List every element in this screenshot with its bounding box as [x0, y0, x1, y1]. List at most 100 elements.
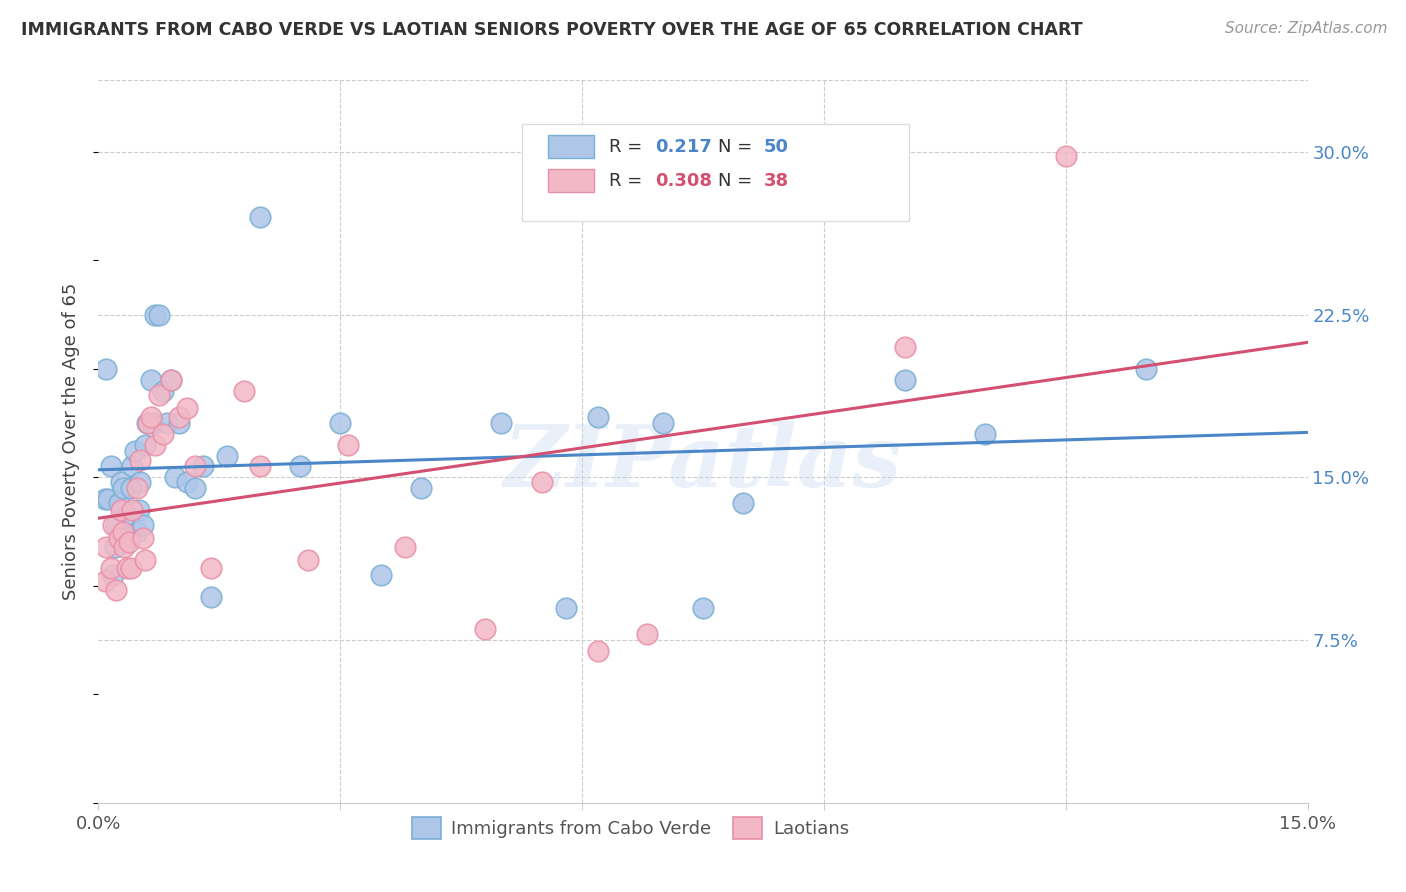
Point	[107, 496, 129, 510]
Point	[115, 561, 138, 575]
Point	[134, 438, 156, 452]
Point	[100, 459, 122, 474]
Point	[110, 475, 132, 489]
Text: 50: 50	[763, 137, 789, 156]
Point	[127, 524, 149, 539]
Point	[124, 444, 146, 458]
Point	[200, 590, 222, 604]
Point	[370, 568, 392, 582]
Point	[110, 503, 132, 517]
Text: 0.308: 0.308	[655, 172, 711, 190]
Y-axis label: Seniors Poverty Over the Age of 65: Seniors Poverty Over the Age of 65	[62, 283, 80, 600]
Legend: Immigrants from Cabo Verde, Laotians: Immigrants from Cabo Verde, Laotians	[402, 808, 858, 848]
Point	[249, 459, 271, 474]
Point	[138, 416, 160, 430]
Point	[176, 475, 198, 489]
Point	[329, 416, 352, 430]
Point	[101, 568, 124, 582]
Text: 38: 38	[763, 172, 789, 190]
Point	[249, 210, 271, 224]
Point	[143, 308, 166, 322]
Point	[217, 449, 239, 463]
Point	[337, 438, 360, 452]
Point	[120, 481, 142, 495]
Text: R =: R =	[609, 137, 648, 156]
Point	[120, 561, 142, 575]
Point	[128, 503, 150, 517]
Point	[143, 438, 166, 452]
Point	[297, 553, 319, 567]
Point	[586, 644, 609, 658]
Point	[97, 491, 120, 506]
Point	[121, 503, 143, 517]
Point	[121, 459, 143, 474]
Point	[135, 416, 157, 430]
Point	[103, 540, 125, 554]
Point	[232, 384, 254, 398]
Point	[160, 373, 183, 387]
Point	[152, 426, 174, 441]
Point	[127, 481, 149, 495]
Point	[142, 416, 165, 430]
Text: N =: N =	[717, 172, 758, 190]
Point	[409, 481, 432, 495]
FancyBboxPatch shape	[548, 169, 595, 193]
Point	[148, 388, 170, 402]
Point	[115, 509, 138, 524]
Point	[893, 340, 915, 354]
Point	[111, 524, 134, 539]
Point	[105, 583, 128, 598]
Text: N =: N =	[717, 137, 758, 156]
Point	[193, 459, 215, 474]
Point	[636, 626, 658, 640]
Point	[491, 416, 513, 430]
Point	[96, 540, 118, 554]
Point	[118, 531, 141, 545]
Point	[112, 540, 135, 554]
Point	[134, 553, 156, 567]
Text: ZIPatlas: ZIPatlas	[503, 421, 903, 505]
Point	[96, 362, 118, 376]
Text: Source: ZipAtlas.com: Source: ZipAtlas.com	[1225, 21, 1388, 36]
Point	[474, 622, 496, 636]
Point	[129, 453, 152, 467]
Point	[893, 373, 915, 387]
Point	[132, 518, 155, 533]
Point	[148, 308, 170, 322]
Point	[101, 518, 124, 533]
Point	[184, 459, 207, 474]
Point	[152, 384, 174, 398]
Point	[163, 470, 186, 484]
Point	[1054, 149, 1077, 163]
Point	[555, 600, 578, 615]
Point	[94, 491, 117, 506]
Point	[176, 401, 198, 415]
Point	[160, 373, 183, 387]
Point	[167, 409, 190, 424]
Text: IMMIGRANTS FROM CABO VERDE VS LAOTIAN SENIORS POVERTY OVER THE AGE OF 65 CORRELA: IMMIGRANTS FROM CABO VERDE VS LAOTIAN SE…	[21, 21, 1083, 38]
Point	[184, 481, 207, 495]
Point	[111, 481, 134, 495]
Point	[586, 409, 609, 424]
Text: 0.217: 0.217	[655, 137, 711, 156]
Point	[200, 561, 222, 575]
Point	[118, 535, 141, 549]
Text: R =: R =	[609, 172, 648, 190]
Point	[651, 416, 673, 430]
Point	[139, 409, 162, 424]
Point	[733, 496, 755, 510]
FancyBboxPatch shape	[548, 136, 595, 158]
FancyBboxPatch shape	[522, 124, 908, 221]
Point	[288, 459, 311, 474]
Point	[394, 540, 416, 554]
Point	[156, 416, 179, 430]
Point	[530, 475, 553, 489]
Point	[129, 475, 152, 489]
Point	[692, 600, 714, 615]
Point	[94, 574, 117, 589]
Point	[100, 561, 122, 575]
Point	[107, 531, 129, 545]
Point	[139, 373, 162, 387]
Point	[132, 531, 155, 545]
Point	[974, 426, 997, 441]
